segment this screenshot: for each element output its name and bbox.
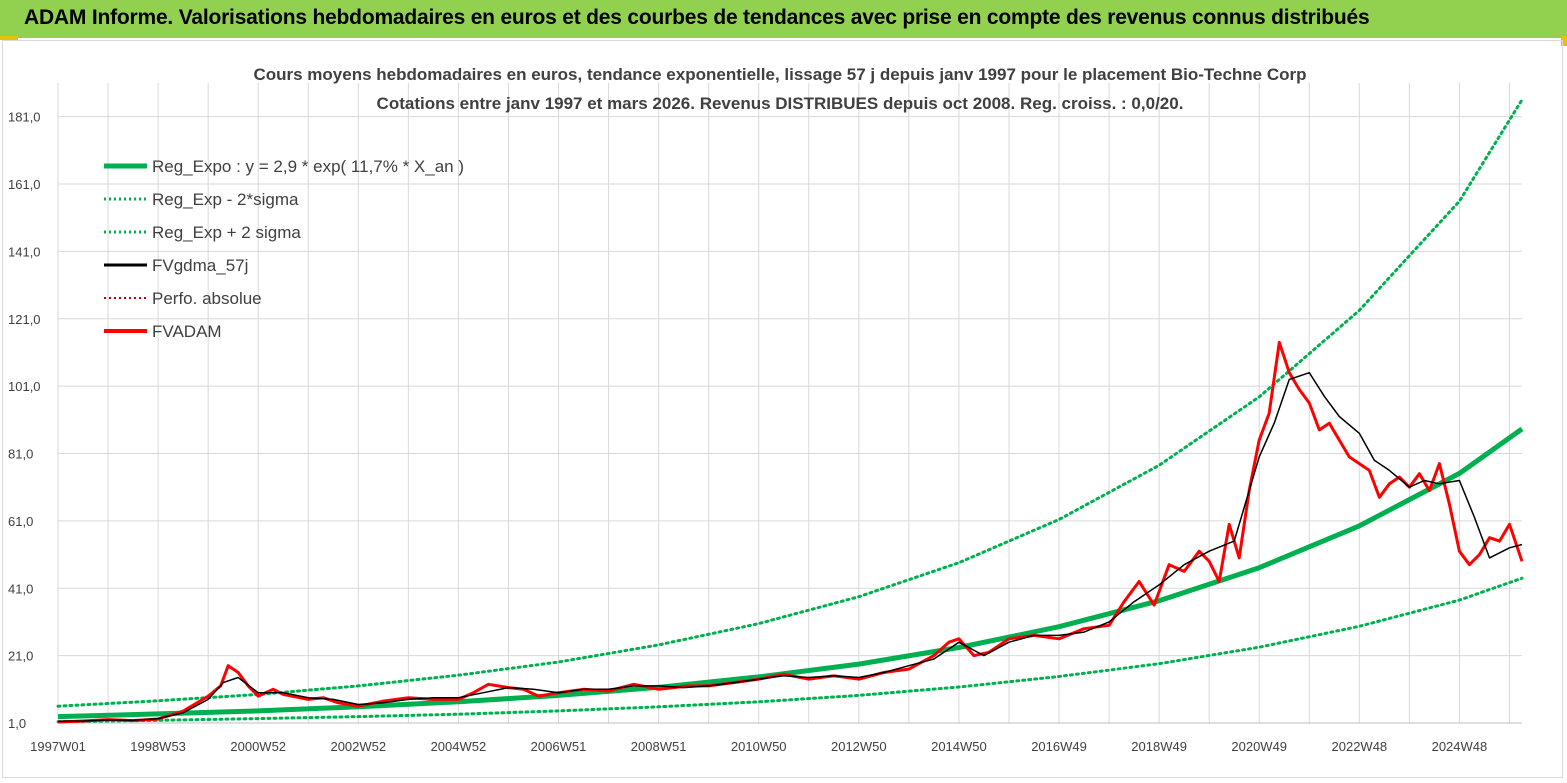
legend-label: Reg_Expo : y = 2,9 * exp( 11,7% * X_an ) bbox=[152, 157, 464, 176]
chart-subtitle: Cotations entre janv 1997 et mars 2026. … bbox=[377, 94, 1184, 113]
y-tick-label: 101,0 bbox=[8, 379, 41, 394]
series-line-3 bbox=[57, 371, 1523, 723]
x-tick-label: 2004W52 bbox=[431, 739, 487, 754]
banner-accent-left bbox=[0, 36, 18, 40]
y-tick-label: 181,0 bbox=[8, 110, 41, 125]
legend-label: Reg_Exp - 2*sigma bbox=[152, 190, 299, 209]
legend-label: FVADAM bbox=[152, 322, 222, 341]
x-tick-label: 2012W50 bbox=[831, 739, 887, 754]
x-tick-label: 2020W49 bbox=[1231, 739, 1287, 754]
series-line-0 bbox=[57, 426, 1524, 720]
grid bbox=[57, 83, 1522, 724]
x-tick-label: 2014W50 bbox=[931, 739, 987, 754]
chart-title: Cours moyens hebdomadaires en euros, ten… bbox=[253, 65, 1306, 84]
y-tick-label: 21,0 bbox=[8, 649, 33, 664]
x-tick-label: 2024W48 bbox=[1432, 739, 1488, 754]
y-tick-label: 141,0 bbox=[8, 244, 41, 259]
legend-label: Reg_Exp + 2 sigma bbox=[152, 223, 301, 242]
x-tick-label: 2018W49 bbox=[1131, 739, 1187, 754]
x-tick-label: 1998W53 bbox=[130, 739, 186, 754]
series-line-2 bbox=[56, 98, 1524, 708]
series-line-5 bbox=[57, 340, 1524, 724]
y-axis-ticks: 1,0 21,0 41,0 61,0 81,0 101,0 121,0 141,0 161,0 1… bbox=[8, 110, 41, 731]
y-tick-label: 61,0 bbox=[8, 514, 33, 529]
legend-label: Perfo. absolue bbox=[152, 289, 262, 308]
legend-label: FVgdma_57j bbox=[152, 256, 248, 275]
legend: Reg_Expo : y = 2,9 * exp( 11,7% * X_an )… bbox=[104, 157, 464, 341]
x-tick-label: 2022W48 bbox=[1332, 739, 1388, 754]
y-tick-label: 161,0 bbox=[8, 177, 41, 192]
x-tick-label: 1997W01 bbox=[30, 739, 86, 754]
x-tick-label: 2002W52 bbox=[330, 739, 386, 754]
y-tick-label: 121,0 bbox=[8, 312, 41, 327]
chart-frame bbox=[2, 40, 1563, 778]
series-line-1 bbox=[56, 576, 1524, 724]
x-tick-label: 2016W49 bbox=[1031, 739, 1087, 754]
y-tick-label: 41,0 bbox=[8, 581, 33, 596]
title-banner: ADAM Informe. Valorisations hebdomadaire… bbox=[0, 0, 1567, 38]
x-tick-label: 2008W51 bbox=[631, 739, 687, 754]
x-tick-label: 2000W52 bbox=[230, 739, 286, 754]
x-tick-label: 2010W50 bbox=[731, 739, 787, 754]
x-tick-label: 2006W51 bbox=[531, 739, 587, 754]
y-tick-label: 81,0 bbox=[8, 447, 33, 462]
x-axis-ticks: 1997W01 1998W53 2000W52 2002W52 2004W52 2006W… bbox=[30, 739, 1487, 754]
y-tick-label: 1,0 bbox=[8, 716, 26, 731]
series-group bbox=[56, 98, 1524, 724]
banner-accent-right bbox=[1561, 36, 1567, 46]
page-title: ADAM Informe. Valorisations hebdomadaire… bbox=[24, 6, 1370, 29]
